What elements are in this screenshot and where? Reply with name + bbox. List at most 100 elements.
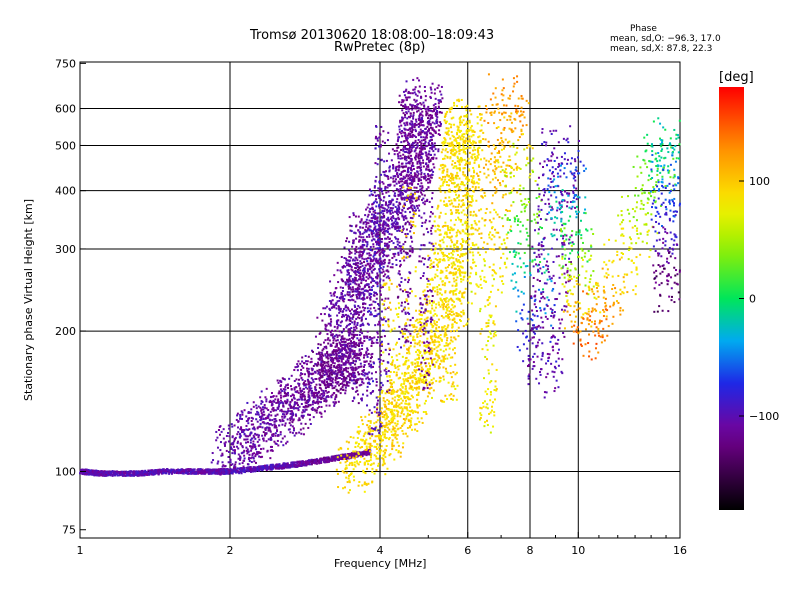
echo-point — [388, 248, 391, 251]
echo-point — [179, 472, 182, 475]
echo-point — [301, 416, 304, 419]
echo-point — [337, 390, 340, 393]
echo-point — [424, 136, 427, 139]
echo-point — [219, 470, 222, 473]
echo-point — [359, 247, 362, 250]
echo-point — [291, 406, 294, 409]
echo-point — [340, 358, 343, 361]
echo-point — [418, 151, 421, 154]
echo-point — [414, 156, 417, 159]
echo-point — [304, 354, 307, 357]
echo-point — [399, 119, 402, 122]
echo-point — [223, 443, 226, 446]
echo-point — [334, 385, 337, 388]
echo-point — [367, 352, 370, 355]
echo-point — [277, 381, 280, 384]
echo-point — [342, 487, 345, 490]
echo-point — [313, 461, 316, 464]
echo-point — [415, 123, 418, 126]
echo-point — [255, 468, 258, 471]
echo-point — [375, 446, 378, 449]
echo-point — [234, 461, 237, 464]
echo-point — [290, 405, 293, 408]
echo-point — [237, 457, 240, 460]
echo-point — [252, 423, 255, 426]
echo-point — [411, 200, 414, 203]
echo-point — [373, 226, 376, 229]
echo-point — [380, 261, 383, 264]
echo-point — [361, 373, 364, 376]
echo-point — [357, 215, 360, 218]
echo-point — [415, 152, 418, 155]
echo-point — [412, 117, 415, 120]
echo-point — [252, 469, 255, 472]
echo-point — [149, 471, 152, 474]
echo-point — [266, 465, 269, 468]
echo-point — [350, 256, 353, 259]
echo-point — [348, 315, 351, 318]
echo-point — [327, 329, 330, 332]
echo-point — [380, 445, 383, 448]
echo-point — [395, 218, 398, 221]
echo-point — [383, 429, 386, 432]
echo-point — [408, 425, 411, 428]
echo-point — [372, 232, 375, 235]
echo-point — [317, 461, 320, 464]
echo-point — [278, 419, 281, 422]
echo-point — [375, 252, 378, 255]
echo-point — [261, 426, 264, 429]
echo-point — [435, 110, 438, 113]
echo-point — [248, 453, 251, 456]
echo-point — [249, 470, 252, 473]
echo-point — [345, 366, 348, 369]
echo-point — [389, 210, 392, 213]
echo-point — [307, 398, 310, 401]
echo-point — [325, 386, 328, 389]
echo-point — [417, 156, 420, 159]
echo-point — [406, 117, 409, 120]
echo-point — [382, 460, 385, 463]
echo-point — [348, 342, 351, 345]
echo-point — [412, 144, 415, 147]
echo-point — [244, 469, 247, 472]
echo-point — [154, 471, 157, 474]
echo-point — [412, 178, 415, 181]
echo-point — [368, 365, 371, 368]
echo-point — [414, 147, 417, 150]
echo-point — [347, 351, 350, 354]
echo-point — [259, 396, 262, 399]
echo-point — [396, 415, 399, 418]
echo-point — [338, 365, 341, 368]
echo-point — [336, 454, 339, 457]
echo-point — [338, 307, 341, 310]
echo-point — [352, 453, 355, 456]
echo-point — [255, 404, 258, 407]
echo-point — [411, 105, 414, 108]
echo-point — [354, 442, 357, 445]
echo-point — [256, 420, 259, 423]
echo-point — [247, 418, 250, 421]
echo-point — [359, 250, 362, 253]
echo-point — [260, 418, 263, 421]
echo-point — [293, 401, 296, 404]
echo-point — [376, 451, 379, 454]
echo-point — [272, 433, 275, 436]
echo-point — [337, 319, 340, 322]
echo-point — [365, 482, 368, 485]
echo-point — [398, 201, 401, 204]
echo-point — [398, 173, 401, 176]
echo-point — [336, 300, 339, 303]
echo-point — [276, 467, 279, 470]
echo-point — [387, 216, 390, 219]
echo-point — [411, 409, 414, 412]
echo-point — [194, 470, 197, 473]
echo-point — [341, 353, 344, 356]
echo-point — [306, 367, 309, 370]
echo-point — [369, 295, 372, 298]
echo-point — [299, 462, 302, 465]
echo-point — [90, 469, 93, 472]
echo-point — [380, 410, 383, 413]
echo-point — [302, 362, 305, 365]
echo-point — [322, 347, 325, 350]
echo-point — [163, 469, 166, 472]
